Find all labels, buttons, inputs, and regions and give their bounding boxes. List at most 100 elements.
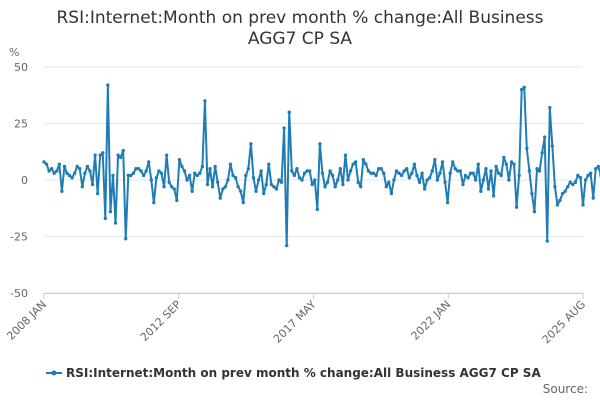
- data-point[interactable]: [578, 176, 583, 180]
- data-point[interactable]: [527, 169, 532, 173]
- data-point[interactable]: [139, 169, 143, 173]
- data-point[interactable]: [571, 182, 575, 187]
- data-point[interactable]: [131, 171, 136, 175]
- data-point[interactable]: [519, 87, 524, 92]
- data-point[interactable]: [203, 99, 207, 103]
- data-point[interactable]: [129, 173, 133, 178]
- data-point[interactable]: [111, 173, 115, 178]
- data-point[interactable]: [410, 171, 414, 175]
- data-point[interactable]: [558, 198, 562, 203]
- data-point[interactable]: [254, 189, 258, 193]
- data-point[interactable]: [154, 176, 159, 180]
- data-point[interactable]: [586, 173, 590, 178]
- data-point[interactable]: [228, 162, 233, 166]
- data-point[interactable]: [185, 178, 189, 182]
- data-point[interactable]: [147, 160, 151, 164]
- data-point[interactable]: [55, 169, 59, 173]
- data-point[interactable]: [195, 173, 199, 178]
- data-point[interactable]: [405, 167, 409, 171]
- data-point[interactable]: [98, 153, 102, 157]
- data-point[interactable]: [78, 167, 82, 171]
- data-point[interactable]: [361, 157, 366, 162]
- data-point[interactable]: [318, 142, 322, 146]
- data-point[interactable]: [537, 169, 542, 173]
- legend-item-label[interactable]: RSI:Internet:Month on prev month % chang…: [66, 366, 541, 380]
- data-point[interactable]: [336, 178, 340, 182]
- data-point[interactable]: [42, 160, 46, 164]
- data-point[interactable]: [101, 151, 105, 155]
- data-point[interactable]: [548, 105, 552, 110]
- data-point[interactable]: [588, 171, 593, 175]
- data-point[interactable]: [430, 169, 434, 173]
- data-point[interactable]: [256, 178, 261, 182]
- data-point[interactable]: [397, 171, 401, 175]
- data-point[interactable]: [272, 185, 276, 189]
- data-point[interactable]: [213, 164, 217, 169]
- data-point[interactable]: [223, 185, 228, 189]
- data-point[interactable]: [497, 171, 501, 175]
- data-point[interactable]: [267, 162, 271, 166]
- data-point[interactable]: [540, 151, 544, 155]
- data-point[interactable]: [407, 176, 411, 180]
- data-point[interactable]: [323, 185, 327, 189]
- data-point[interactable]: [581, 203, 585, 207]
- data-point[interactable]: [277, 178, 281, 182]
- data-point[interactable]: [167, 180, 171, 184]
- data-point[interactable]: [149, 178, 153, 182]
- data-point[interactable]: [463, 173, 468, 178]
- data-point[interactable]: [376, 167, 381, 171]
- data-point[interactable]: [471, 171, 475, 175]
- data-point[interactable]: [200, 164, 205, 169]
- data-point[interactable]: [338, 167, 343, 171]
- data-point[interactable]: [456, 169, 460, 173]
- data-point[interactable]: [287, 110, 291, 114]
- data-point[interactable]: [239, 189, 243, 193]
- data-point[interactable]: [310, 182, 314, 187]
- data-point[interactable]: [282, 126, 286, 130]
- data-point[interactable]: [113, 221, 118, 225]
- data-point[interactable]: [563, 189, 567, 193]
- data-point[interactable]: [305, 169, 309, 173]
- data-point[interactable]: [261, 191, 266, 196]
- data-point[interactable]: [292, 173, 297, 178]
- data-point[interactable]: [555, 203, 560, 207]
- data-point[interactable]: [468, 171, 473, 175]
- data-point[interactable]: [438, 171, 442, 175]
- data-point[interactable]: [576, 173, 580, 178]
- data-point[interactable]: [193, 171, 197, 175]
- data-point[interactable]: [422, 187, 427, 191]
- data-point[interactable]: [85, 164, 90, 169]
- data-point[interactable]: [542, 135, 547, 139]
- data-point[interactable]: [198, 171, 202, 175]
- data-point[interactable]: [412, 162, 417, 166]
- data-point[interactable]: [379, 167, 383, 171]
- data-point[interactable]: [44, 162, 49, 166]
- data-point[interactable]: [328, 169, 332, 173]
- data-point[interactable]: [514, 205, 519, 209]
- data-point[interactable]: [187, 173, 192, 178]
- data-point[interactable]: [466, 176, 470, 180]
- data-point[interactable]: [507, 178, 511, 182]
- data-point[interactable]: [530, 191, 534, 196]
- data-point[interactable]: [461, 182, 465, 187]
- data-point[interactable]: [353, 160, 358, 164]
- data-point[interactable]: [553, 185, 557, 189]
- data-point[interactable]: [435, 178, 440, 182]
- data-point[interactable]: [509, 160, 514, 164]
- data-point[interactable]: [351, 162, 355, 166]
- data-point[interactable]: [136, 167, 141, 171]
- data-point[interactable]: [591, 196, 595, 200]
- data-point[interactable]: [356, 180, 360, 184]
- data-point[interactable]: [152, 200, 156, 205]
- data-point[interactable]: [47, 169, 51, 173]
- data-point[interactable]: [486, 187, 491, 191]
- data-point[interactable]: [75, 164, 79, 169]
- data-point[interactable]: [246, 167, 251, 171]
- data-point[interactable]: [502, 155, 506, 160]
- data-point[interactable]: [481, 178, 486, 182]
- data-point[interactable]: [284, 243, 289, 248]
- data-point[interactable]: [279, 180, 284, 184]
- data-point[interactable]: [218, 196, 222, 200]
- data-point[interactable]: [415, 173, 419, 178]
- data-point[interactable]: [399, 173, 404, 178]
